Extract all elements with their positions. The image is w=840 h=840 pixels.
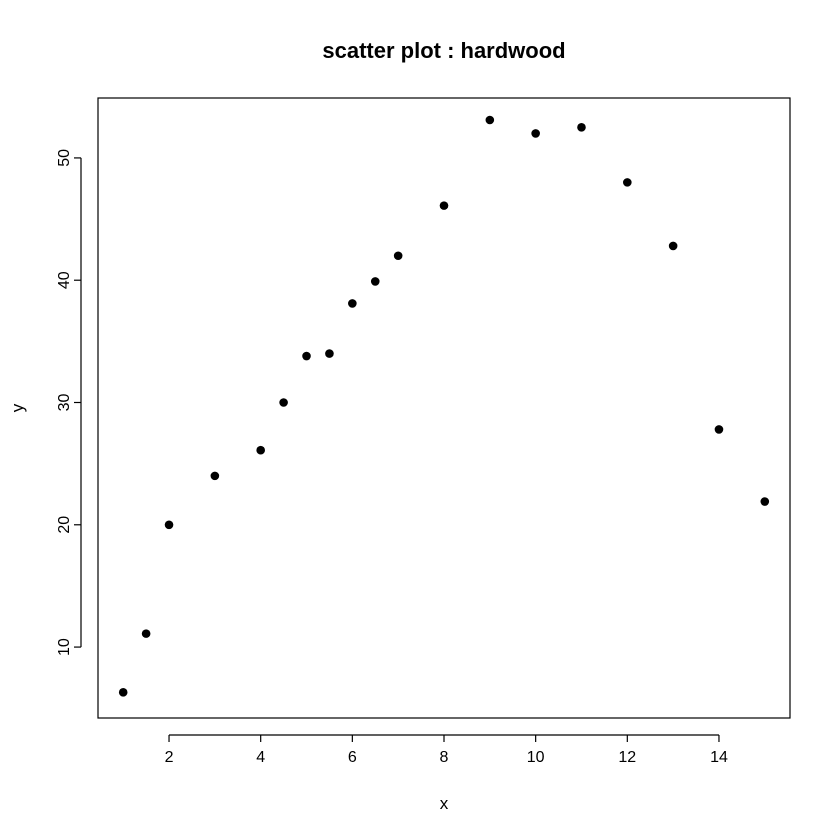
x-axis-ticks: 2 4 6 8 10 12 14 (165, 735, 728, 766)
data-point (668, 241, 678, 251)
y-tick-label: 30 (56, 393, 73, 411)
data-point (141, 629, 151, 638)
x-tick-label: 2 (165, 749, 174, 766)
data-point (279, 398, 288, 407)
data-point (439, 201, 449, 210)
data-points (118, 115, 770, 697)
y-tick-label: 40 (56, 271, 73, 289)
x-tick-label: 8 (440, 749, 449, 766)
y-tick-label: 50 (56, 149, 73, 167)
x-tick-label: 6 (348, 749, 357, 766)
y-tick-label: 10 (56, 638, 73, 656)
x-tick-label: 10 (527, 749, 545, 766)
plot-frame (97, 97, 791, 719)
data-point (370, 277, 380, 286)
data-point (623, 178, 632, 187)
x-tick-label: 14 (710, 749, 728, 766)
data-point (531, 129, 540, 138)
data-point (348, 299, 357, 308)
y-tick-label: 20 (56, 516, 73, 534)
data-point (577, 123, 586, 132)
data-point (118, 688, 128, 697)
data-point (393, 251, 403, 261)
x-axis-label: x (440, 794, 449, 813)
data-point (164, 520, 174, 530)
data-point (714, 425, 724, 434)
data-point (325, 349, 334, 358)
data-point (302, 351, 311, 361)
data-point (210, 471, 220, 481)
data-point (760, 497, 770, 506)
y-axis-ticks: 10 20 30 40 50 (56, 149, 81, 656)
y-axis-label: y (8, 403, 27, 412)
data-point (256, 445, 265, 455)
chart-title: scatter plot : hardwood (322, 38, 565, 63)
x-tick-label: 12 (618, 749, 636, 766)
data-point (485, 115, 495, 125)
x-tick-label: 4 (256, 749, 265, 766)
